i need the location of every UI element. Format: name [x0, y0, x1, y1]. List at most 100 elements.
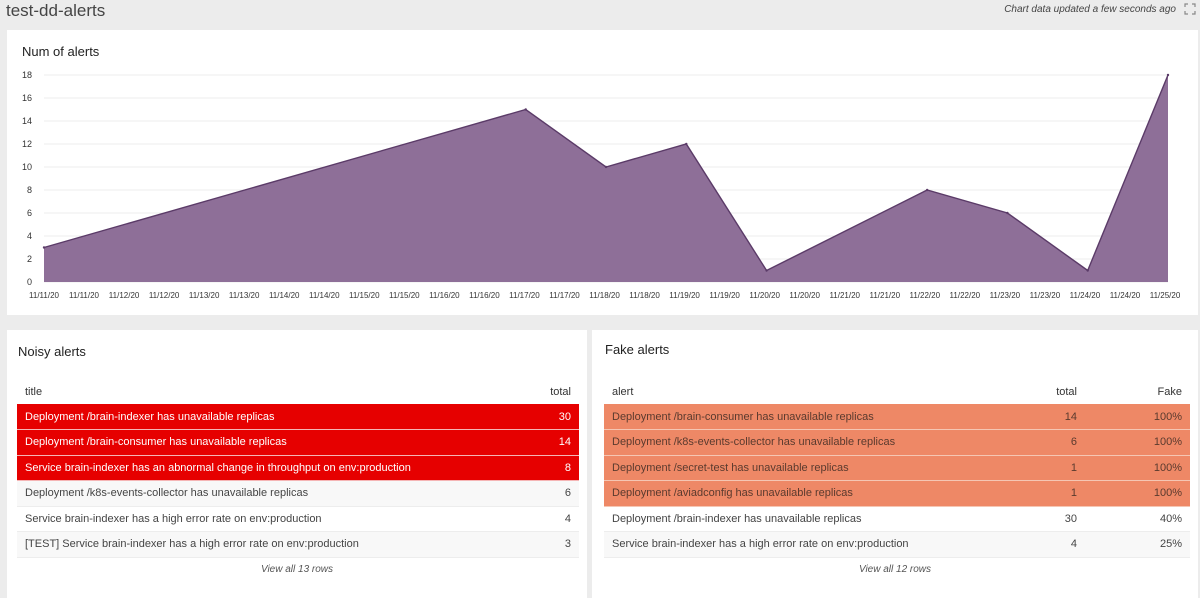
view-all-rows-link[interactable]: View all 13 rows: [260, 564, 334, 575]
cell-total: 30: [1025, 506, 1085, 532]
cell-title: [TEST] Service brain-indexer has a high …: [17, 531, 532, 558]
x-tick-label: 11/15/20: [389, 291, 420, 300]
x-tick-label: 11/24/20: [1110, 291, 1141, 300]
cell-total: 6: [531, 480, 579, 507]
column-header-title[interactable]: title: [25, 385, 43, 398]
y-tick-label: 2: [27, 254, 32, 264]
data-point[interactable]: [1086, 269, 1089, 272]
column-header-fake[interactable]: Fake: [1157, 385, 1182, 398]
y-tick-label: 6: [27, 208, 32, 218]
x-tick-label: 11/23/20: [1030, 291, 1061, 300]
table-row[interactable]: Deployment /brain-consumer has unavailab…: [604, 404, 1190, 430]
cell-fake: 100%: [1085, 480, 1190, 507]
x-tick-label: 11/12/20: [109, 291, 140, 300]
y-tick-label: 18: [22, 70, 32, 80]
x-tick-label: 11/22/20: [910, 291, 941, 300]
x-tick-label: 11/14/20: [309, 291, 340, 300]
table-row[interactable]: Service brain-indexer has a high error r…: [604, 531, 1190, 558]
cell-title: Deployment /brain-indexer has unavailabl…: [17, 404, 532, 430]
updated-status: Chart data updated a few seconds ago: [1004, 4, 1176, 15]
column-header-alert[interactable]: alert: [612, 385, 634, 398]
x-tick-label: 11/21/20: [829, 291, 860, 300]
cell-title: Deployment /k8s-events-collector has una…: [17, 480, 532, 507]
cell-alert: Deployment /secret-test has unavailable …: [604, 455, 1025, 481]
series-area[interactable]: [44, 75, 1168, 282]
cell-alert: Deployment /brain-indexer has unavailabl…: [604, 506, 1025, 532]
data-point[interactable]: [685, 142, 688, 146]
x-tick-label: 11/22/20: [950, 291, 981, 300]
y-tick-label: 4: [27, 231, 32, 241]
cell-total: 14: [1025, 404, 1085, 430]
y-tick-label: 16: [22, 93, 32, 103]
cell-total: 3: [531, 531, 579, 558]
fake-alerts-title: Fake alerts: [605, 342, 670, 357]
x-tick-label: 11/11/20: [29, 291, 60, 300]
table-row[interactable]: [TEST] Service brain-indexer has a high …: [17, 531, 579, 558]
alerts-area-chart[interactable]: 0 2 4 6 8 10 12 14 16 18 11/11/20 11/11/20 11/12/20 1…: [7, 30, 1198, 315]
cell-fake: 100%: [1085, 455, 1190, 481]
dashboard-header: test-dd-alerts Chart data updated a few …: [0, 0, 1200, 28]
table-row[interactable]: Service brain-indexer has a high error r…: [17, 506, 579, 532]
cell-total: 1: [1025, 455, 1085, 481]
cell-total: 8: [531, 455, 579, 481]
x-tick-label: 11/20/20: [789, 291, 820, 300]
x-tick-label: 11/18/20: [629, 291, 660, 300]
cell-total: 14: [531, 429, 579, 456]
fake-alerts-widget: Fake alerts alert total Fake Deployment …: [592, 330, 1198, 598]
chart-widget: Num of alerts 0 2 4 6 8 10 12 14 16 18 11/11/20 11/…: [7, 30, 1198, 315]
y-tick-label: 0: [27, 277, 32, 287]
data-point[interactable]: [524, 108, 527, 111]
noisy-alerts-table: title total Deployment /brain-indexer ha…: [17, 379, 579, 558]
data-point[interactable]: [925, 188, 929, 192]
data-point[interactable]: [1006, 211, 1009, 215]
y-tick-label: 8: [27, 185, 32, 195]
cell-title: Service brain-indexer has an abnormal ch…: [17, 455, 532, 481]
x-tick-label: 11/20/20: [749, 291, 780, 300]
noisy-alerts-title: Noisy alerts: [18, 344, 86, 359]
cell-alert: Deployment /brain-consumer has unavailab…: [604, 404, 1025, 430]
table-row[interactable]: Deployment /brain-consumer has unavailab…: [17, 429, 579, 456]
column-header-total[interactable]: total: [550, 385, 571, 398]
data-point[interactable]: [42, 246, 46, 249]
x-tick-label: 11/17/20: [509, 291, 540, 300]
chart-title: Num of alerts: [22, 44, 100, 59]
table-row[interactable]: Service brain-indexer has an abnormal ch…: [17, 455, 579, 481]
table-row[interactable]: Deployment /k8s-events-collector has una…: [604, 429, 1190, 456]
data-point[interactable]: [765, 269, 768, 272]
table-row[interactable]: Deployment /aviadconfig has unavailable …: [604, 480, 1190, 507]
table-row[interactable]: Deployment /brain-indexer has unavailabl…: [604, 506, 1190, 532]
cell-alert: Deployment /k8s-events-collector has una…: [604, 429, 1025, 456]
data-point[interactable]: [604, 165, 608, 169]
x-tick-label: 11/14/20: [269, 291, 300, 300]
x-tick-label: 11/24/20: [1070, 291, 1101, 300]
table-row[interactable]: Deployment /brain-indexer has unavailabl…: [17, 404, 579, 430]
x-tick-label: 11/23/20: [990, 291, 1021, 300]
cell-fake: 100%: [1085, 404, 1190, 430]
cell-fake: 100%: [1085, 429, 1190, 456]
table-row[interactable]: Deployment /secret-test has unavailable …: [604, 455, 1190, 481]
x-tick-label: 11/16/20: [429, 291, 460, 300]
x-tick-label: 11/17/20: [549, 291, 580, 300]
cell-total: 1: [1025, 480, 1085, 507]
y-tick-label: 14: [22, 116, 32, 126]
noisy-alerts-widget: Noisy alerts title total Deployment /bra…: [7, 330, 587, 598]
x-tick-label: 11/18/20: [589, 291, 620, 300]
data-point[interactable]: [1166, 73, 1170, 77]
cell-fake: 25%: [1085, 531, 1190, 558]
y-tick-label: 10: [22, 162, 32, 172]
cell-alert: Deployment /aviadconfig has unavailable …: [604, 480, 1025, 507]
expand-icon[interactable]: [1184, 3, 1196, 15]
cell-total: 6: [1025, 429, 1085, 456]
x-tick-label: 11/13/20: [189, 291, 220, 300]
cell-fake: 40%: [1085, 506, 1190, 532]
column-header-total[interactable]: total: [1056, 385, 1077, 398]
x-tick-label: 11/19/20: [669, 291, 700, 300]
cell-total: 4: [1025, 531, 1085, 558]
cell-alert: Service brain-indexer has a high error r…: [604, 531, 1025, 558]
cell-total: 30: [531, 404, 579, 430]
view-all-rows-link[interactable]: View all 12 rows: [858, 564, 932, 575]
table-row[interactable]: Deployment /k8s-events-collector has una…: [17, 480, 579, 507]
x-tick-label: 11/25/20: [1150, 291, 1181, 300]
y-tick-label: 12: [22, 139, 32, 149]
x-tick-label: 11/11/20: [69, 291, 100, 300]
